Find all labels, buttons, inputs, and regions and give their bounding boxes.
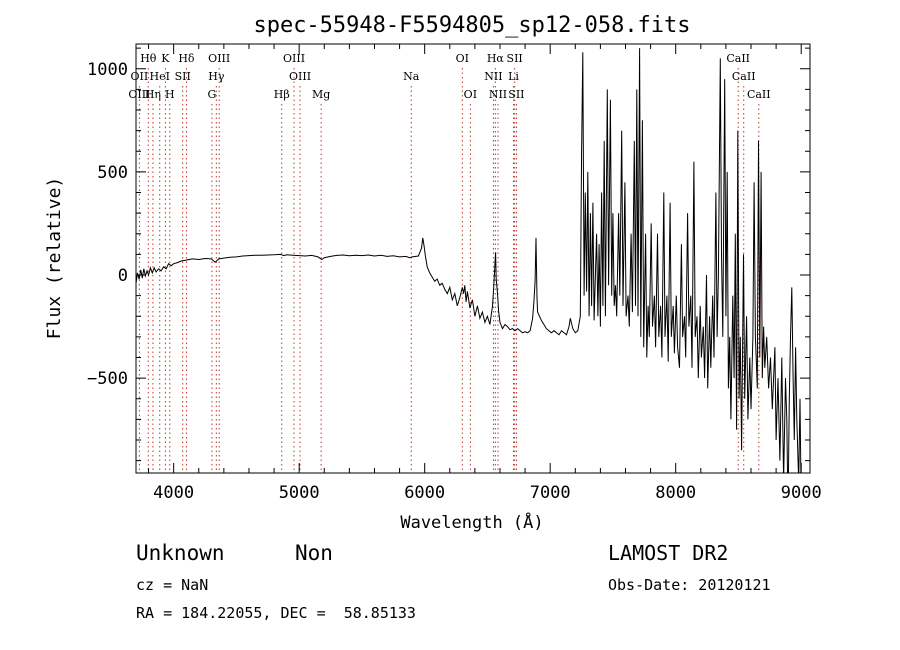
line-marker-label: Hγ [208, 70, 225, 83]
y-tick-label: 0 [118, 266, 128, 286]
obs-date-label: Obs-Date: 20120121 [608, 576, 771, 594]
plot-frame [135, 43, 811, 474]
y-tick-label: 1000 [87, 60, 128, 80]
line-marker-label: Hβ [274, 88, 290, 101]
axis-tick-labels: 4000 5000 6000 7000 8000 9000 −500 0 500 1000 [87, 60, 822, 503]
x-tick-label: 8000 [655, 483, 696, 503]
line-marker-label: OIII [289, 70, 311, 83]
chart-title: spec-55948-F5594805_sp12-058.fits [253, 13, 690, 38]
x-tick-label: 4000 [153, 483, 194, 503]
line-marker-label: CaII [726, 52, 750, 65]
line-marker-label: Mg [312, 88, 330, 101]
line-marker-label: OII [131, 70, 149, 83]
line-marker-label: OIII [208, 52, 230, 65]
line-marker-label: H [165, 88, 175, 101]
axis-ticks [136, 44, 810, 473]
x-tick-label: 7000 [530, 483, 571, 503]
line-marker-label: HeI [149, 70, 169, 83]
line-marker-label: SII [175, 70, 191, 83]
line-marker-label: K [161, 52, 170, 65]
y-tick-label: −500 [87, 369, 128, 389]
line-marker-lines [138, 68, 760, 473]
x-axis-label: Wavelength (Å) [400, 511, 543, 533]
line-marker-label: Hδ [178, 52, 195, 65]
line-marker-label: CaII [732, 70, 756, 83]
line-marker-label: Hη [145, 88, 161, 101]
line-marker-label: OI [456, 52, 469, 65]
redshift-label: cz = NaN [136, 576, 208, 594]
line-marker-label: NII [484, 70, 502, 83]
line-marker-label: OIII [283, 52, 305, 65]
x-tick-label: 9000 [781, 483, 822, 503]
x-tick-label: 6000 [404, 483, 445, 503]
survey-label: LAMOST DR2 [608, 541, 728, 565]
coordinates-label: RA = 184.22055, DEC = 58.85133 [136, 604, 416, 622]
x-tick-label: 5000 [279, 483, 320, 503]
line-marker-label: Hα [487, 52, 505, 65]
class-label: Unknown [136, 541, 225, 565]
y-axis-label: Flux (relative) [44, 177, 65, 340]
line-marker-label: NII [489, 88, 507, 101]
line-marker-label: OI [464, 88, 477, 101]
line-marker-label: Hθ [140, 52, 157, 65]
y-tick-label: 500 [97, 163, 128, 183]
line-marker-label: Li [508, 70, 519, 83]
line-marker-label: CaII [747, 88, 771, 101]
line-marker-label: SII [508, 88, 524, 101]
line-marker-label: SII [507, 52, 523, 65]
line-marker-label: G [208, 88, 217, 101]
line-marker-label: OIII [128, 88, 150, 101]
spectrum-line [136, 48, 802, 473]
subclass-label: Non [295, 541, 333, 565]
line-marker-label: Na [403, 70, 420, 83]
